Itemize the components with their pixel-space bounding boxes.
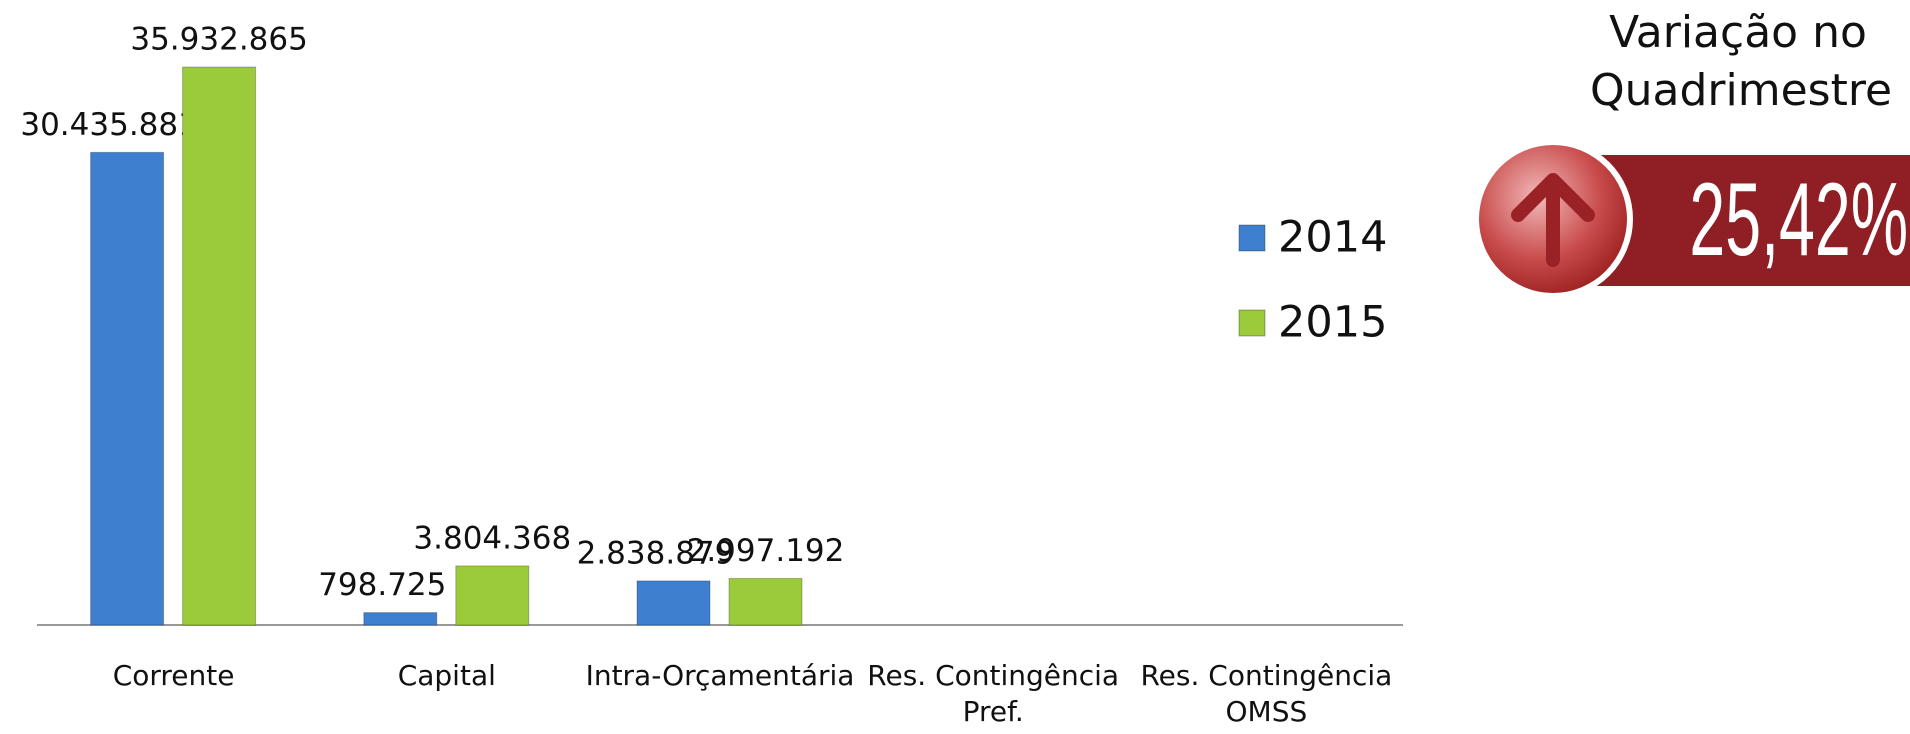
x-tick-label: Capital <box>397 659 496 692</box>
variation-title: Variação no Quadrimestre <box>1590 7 1893 116</box>
up-arrow <box>1511 173 1595 267</box>
data-label: 798.725 <box>318 567 446 603</box>
variation-band <box>1583 155 1910 286</box>
legend-label: 2014 <box>1278 213 1387 263</box>
bar <box>363 612 438 626</box>
bar <box>90 151 165 626</box>
x-tick-label: Intra-Orçamentária <box>585 659 855 692</box>
x-tick-label: Res. Contingência Pref. <box>867 659 1120 728</box>
data-label: 35.932.865 <box>130 22 308 58</box>
data-label: 30.435.881 <box>20 107 198 143</box>
data-label: 3.804.368 <box>413 520 571 556</box>
bar <box>182 66 257 626</box>
legend-swatch <box>1238 309 1266 337</box>
legend-label: 2015 <box>1278 298 1387 348</box>
data-label: 2.838.879 <box>577 535 735 571</box>
bar <box>728 577 803 626</box>
bar <box>636 580 711 626</box>
data-label: 2.997.192 <box>687 533 845 569</box>
x-tick-label: Res. Contingência OMSS <box>1140 659 1393 728</box>
x-tick-label: Corrente <box>112 659 235 692</box>
bar <box>455 565 530 626</box>
legend-swatch <box>1238 224 1266 252</box>
variation-value: 25,42% <box>1689 162 1909 278</box>
